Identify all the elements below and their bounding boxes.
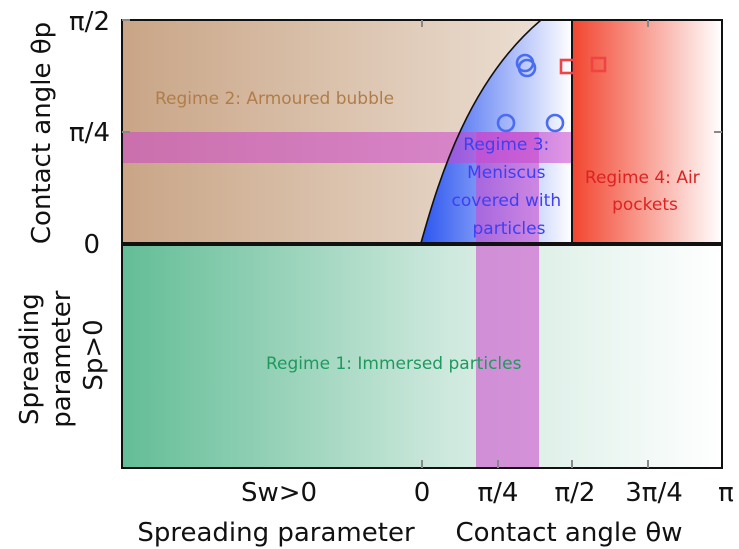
tick-marks	[122, 19, 722, 468]
vertical-transition-band	[476, 132, 539, 468]
y-axis-title-top: Contact angle θp	[27, 22, 57, 244]
circle-marker	[545, 113, 565, 133]
x-tick-pi-over-2: π/2	[555, 478, 596, 508]
y-axis-title-bottom: Spreading parameter Sp>0	[15, 282, 109, 428]
square-markers	[559, 56, 607, 75]
regime-3-line-2: Meniscus	[467, 163, 546, 183]
square-marker	[590, 56, 607, 73]
y-tick-zero: 0	[83, 230, 100, 260]
circle-marker	[496, 113, 516, 133]
regime-3-label: Regime 3: Meniscus covered with particle…	[451, 135, 566, 239]
y-axis-bottom-line-1: Spreading	[15, 293, 45, 425]
regime-3-line-1: Regime 3:	[463, 135, 549, 155]
x-tick-sw: Sw>0	[241, 478, 317, 508]
x-tick-pi-over-4: π/4	[478, 478, 519, 508]
regime-2-3-boundary	[420, 20, 542, 243]
x-axis-title-right: Contact angle θw	[456, 518, 683, 548]
regime-1-region	[122, 245, 722, 468]
regime-3-line-4: particles	[473, 219, 546, 239]
circle-markers	[496, 53, 565, 133]
x-tick-3pi-over-4: 3π/4	[625, 478, 683, 508]
x-axis-title-left: Spreading parameter	[137, 518, 415, 548]
regime-2-label: Regime 2: Armoured bubble	[155, 89, 394, 109]
y-axis-bottom-line-2: parameter	[47, 290, 77, 428]
x-tick-pi: π	[718, 478, 734, 508]
regime-4-line-2: pockets	[612, 195, 678, 215]
y-tick-pi-over-2: π/2	[69, 7, 110, 37]
regime-4-label: Regime 4: Air pockets	[585, 168, 705, 215]
y-tick-pi-over-4: π/4	[69, 118, 110, 148]
regime-4-line-1: Regime 4: Air	[585, 168, 700, 188]
regime-1-label: Regime 1: Immersed particles	[266, 354, 522, 374]
circle-marker	[517, 58, 537, 78]
regime-3-line-3: covered with	[451, 191, 561, 211]
square-marker	[559, 58, 576, 75]
y-axis-bottom-line-3: Sp>0	[79, 319, 109, 390]
x-tick-zero: 0	[414, 478, 431, 508]
